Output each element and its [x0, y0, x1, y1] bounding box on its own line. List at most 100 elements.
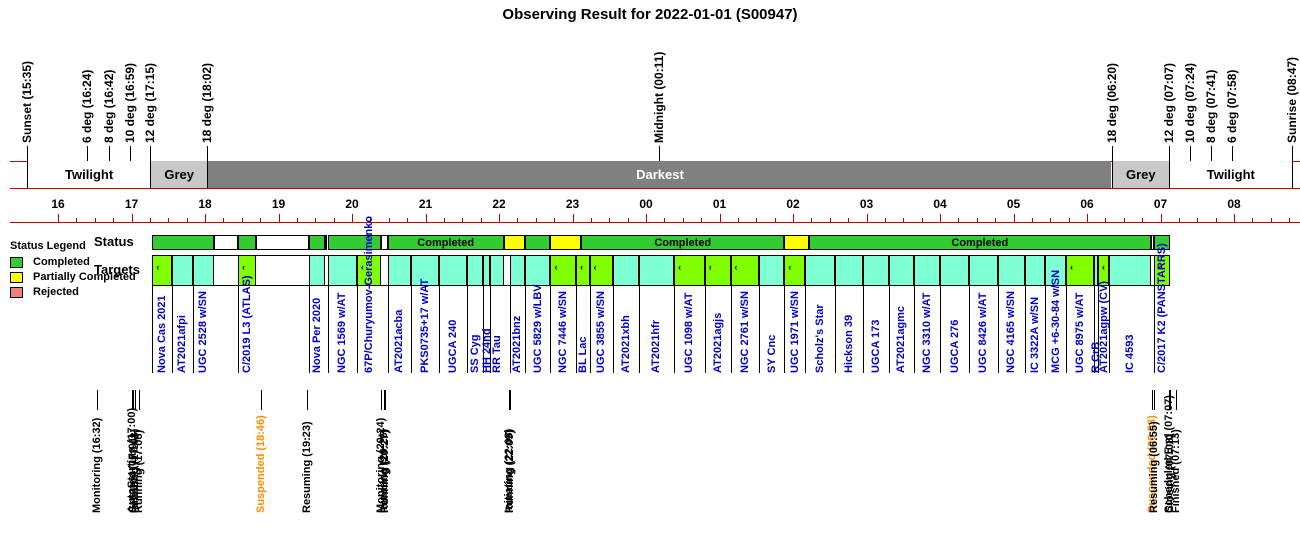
sky-band: Darkest: [207, 161, 1112, 188]
target-name[interactable]: AT2021xbh: [620, 315, 632, 373]
target-cell[interactable]: [997, 255, 1025, 286]
target-cell[interactable]: [576, 255, 590, 286]
target-cell[interactable]: [969, 255, 998, 286]
target-cell[interactable]: [410, 255, 439, 286]
target-name[interactable]: NGC 2761 w/SN: [739, 291, 751, 373]
target-divider: [969, 286, 970, 373]
target-cell[interactable]: [758, 255, 785, 286]
bottom-event-label: Running (20:27): [379, 429, 391, 513]
target-cell[interactable]: [1024, 255, 1046, 286]
target-cell[interactable]: [805, 255, 835, 286]
target-name[interactable]: UGCA 240: [447, 319, 459, 373]
target-name[interactable]: 67P/Churyumov-Gerasimenko: [363, 215, 375, 373]
target-name[interactable]: C/2017 K2 (PANSTARRS): [1156, 243, 1168, 373]
target-cell[interactable]: [1098, 255, 1110, 286]
target-cell[interactable]: [356, 255, 382, 286]
target-cell[interactable]: [152, 255, 172, 286]
target-cell[interactable]: [171, 255, 193, 286]
top-event-label: Sunrise (08:47): [1285, 56, 1299, 143]
target-cell[interactable]: [490, 255, 504, 286]
target-name[interactable]: RR Tau: [491, 335, 503, 373]
target-name[interactable]: Scholz's Star: [814, 304, 826, 373]
target-cell[interactable]: [524, 255, 551, 286]
hour-label: 22: [492, 197, 506, 211]
target-done-mark: ‹: [1158, 262, 1162, 272]
target-name[interactable]: AT2021acba: [393, 309, 405, 373]
target-divider: [172, 286, 173, 373]
target-name[interactable]: SY Cnc: [766, 334, 778, 373]
target-cell[interactable]: [483, 255, 491, 286]
target-cell[interactable]: [1066, 255, 1095, 286]
target-name[interactable]: Hickson 39: [843, 314, 855, 373]
target-name[interactable]: AT2021bnz: [511, 315, 523, 373]
target-name[interactable]: UGC 5829 w/LBV: [532, 284, 544, 373]
target-divider: [152, 286, 153, 373]
targets-row-label: Targets: [94, 262, 140, 277]
top-event-label: 6 deg (16:24): [80, 69, 94, 143]
target-divider: [1066, 286, 1067, 373]
target-cell[interactable]: [589, 255, 613, 286]
target-cell[interactable]: [638, 255, 675, 286]
target-name[interactable]: UGC 2528 w/SN: [197, 291, 209, 373]
target-cell[interactable]: [704, 255, 731, 286]
target-name[interactable]: IC 3322A w/SN: [1029, 296, 1041, 373]
target-name[interactable]: UGCA 276: [949, 319, 961, 373]
hour-tick: [756, 218, 757, 222]
target-name[interactable]: Nova Per 2020: [311, 297, 323, 373]
target-name[interactable]: AT2021agmc: [895, 305, 907, 373]
target-cell[interactable]: [784, 255, 806, 286]
target-cell[interactable]: [309, 255, 326, 286]
target-name[interactable]: NGC 3310 w/AT: [921, 292, 933, 374]
target-cell[interactable]: [914, 255, 940, 286]
top-event-label: 6 deg (07:58): [1225, 69, 1239, 143]
target-name[interactable]: BL Lac: [577, 336, 589, 373]
hour-tick: [683, 218, 684, 222]
target-cell[interactable]: [730, 255, 759, 286]
target-cell[interactable]: [1094, 255, 1099, 286]
target-cell[interactable]: [862, 255, 889, 286]
target-name[interactable]: PKS0735+17 w/AT: [419, 278, 431, 373]
target-name[interactable]: UGC 8975 w/AT: [1074, 292, 1086, 374]
target-cell[interactable]: [940, 255, 970, 286]
target-cell[interactable]: [674, 255, 705, 286]
target-cell[interactable]: [467, 255, 484, 286]
target-name[interactable]: UGC 1098 w/AT: [683, 292, 695, 374]
target-divider: [490, 286, 491, 373]
target-name[interactable]: AT2021hfr: [650, 320, 662, 373]
target-cell[interactable]: [387, 255, 411, 286]
hour-tick: [279, 214, 280, 222]
target-name[interactable]: NGC 4165 w/SN: [1005, 291, 1017, 373]
target-divider: [439, 286, 440, 373]
hour-tick: [1234, 214, 1235, 222]
target-name[interactable]: NGC 1569 w/AT: [336, 292, 348, 374]
target-done-mark: ‹: [242, 262, 246, 272]
legend-title: Status Legend: [10, 240, 86, 252]
target-cell[interactable]: [438, 255, 468, 286]
top-event-label: 18 deg (18:02): [200, 62, 214, 143]
target-name[interactable]: UGCA 173: [870, 319, 882, 373]
target-name[interactable]: AT2021agjs: [712, 312, 724, 373]
target-cell[interactable]: [1045, 255, 1067, 286]
target-cell[interactable]: [327, 255, 357, 286]
target-name[interactable]: NGC 7446 w/SN: [557, 291, 569, 373]
target-name[interactable]: UGC 8426 w/AT: [977, 292, 989, 374]
target-cell[interactable]: [192, 255, 214, 286]
target-cell[interactable]: [1154, 255, 1171, 286]
target-divider: [590, 286, 591, 373]
target-cell[interactable]: [1109, 255, 1151, 286]
target-cell[interactable]: [238, 255, 257, 286]
target-name[interactable]: C/2019 L3 (ATLAS): [241, 275, 253, 373]
target-name[interactable]: UGC 3855 w/SN: [595, 291, 607, 373]
target-cell[interactable]: [834, 255, 863, 286]
target-cell[interactable]: [888, 255, 915, 286]
hour-tick: [205, 214, 206, 222]
target-cell[interactable]: [510, 255, 525, 286]
target-name[interactable]: UGC 1971 w/SN: [789, 291, 801, 373]
target-name[interactable]: MCG +6-30-84 w/SN: [1050, 269, 1062, 373]
target-cell[interactable]: [612, 255, 639, 286]
target-name[interactable]: IC 4593: [1124, 334, 1136, 373]
target-cell[interactable]: [550, 255, 577, 286]
target-name[interactable]: SS Cyg: [469, 334, 481, 373]
target-name[interactable]: AT2021afpi: [176, 315, 188, 373]
target-name[interactable]: Nova Cas 2021: [156, 295, 168, 373]
